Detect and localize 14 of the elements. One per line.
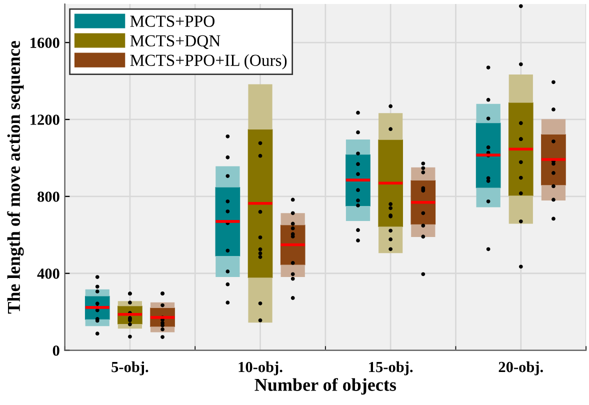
y-tick-label: 400 [37, 268, 60, 279]
x-tick-label: 15-obj. [369, 361, 413, 376]
x-tick-label: 10-obj. [238, 361, 282, 376]
y-tick-label: 1200 [30, 114, 60, 125]
y-tick-label: 1600 [30, 38, 60, 48]
y-axis-title: The length of move action sequence [7, 40, 24, 314]
x-tick-label: 5-obj. [112, 361, 148, 376]
x-tick-label: 20-obj. [498, 361, 543, 376]
y-tick-label: 800 [38, 192, 60, 202]
legend-label: MCTS+PPO+IL (Ours) [130, 54, 287, 70]
y-tick-label: 0 [52, 345, 60, 356]
legend-label: MCTS+DQN [130, 35, 220, 49]
legend-label: MCTS+PPO [130, 16, 214, 27]
x-axis-title: Number of objects [254, 378, 396, 395]
